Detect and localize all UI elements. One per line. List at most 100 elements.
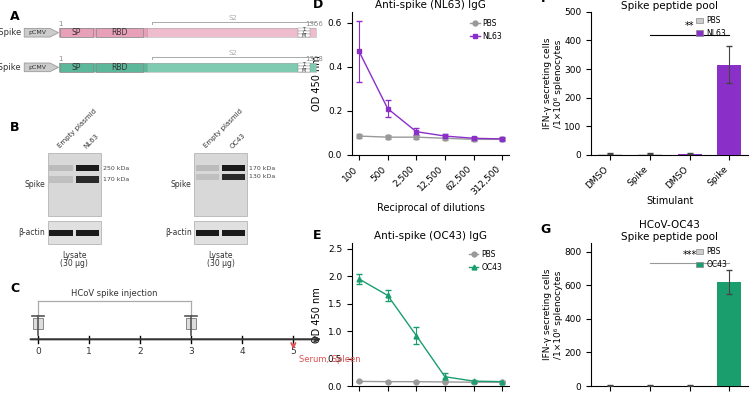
Text: M: M <box>302 33 306 38</box>
Bar <box>299 66 310 69</box>
Text: (30 μg): (30 μg) <box>60 259 88 268</box>
Text: Spike: Spike <box>24 179 45 189</box>
Bar <box>49 176 73 183</box>
Text: D: D <box>312 0 323 11</box>
Text: A: A <box>11 10 20 23</box>
Text: Empty plasmid: Empty plasmid <box>203 108 244 149</box>
Bar <box>49 165 73 171</box>
Text: OC43 Spike: OC43 Spike <box>0 63 21 72</box>
Polygon shape <box>24 63 58 72</box>
Text: 1356: 1356 <box>305 21 323 27</box>
Text: RBD: RBD <box>111 63 128 72</box>
Text: S2: S2 <box>228 15 237 21</box>
Bar <box>194 221 247 244</box>
Text: SP: SP <box>72 28 81 37</box>
Bar <box>76 176 99 183</box>
X-axis label: Reciprocal of dilutions: Reciprocal of dilutions <box>376 203 485 213</box>
Text: (30 μg): (30 μg) <box>206 259 234 268</box>
Text: SP: SP <box>72 63 81 72</box>
Y-axis label: OD 450 nm: OD 450 nm <box>312 287 322 343</box>
Text: 130 kDa: 130 kDa <box>249 174 276 179</box>
Text: C: C <box>302 65 305 70</box>
Bar <box>96 63 143 72</box>
Bar <box>717 65 742 155</box>
Text: NL63 Spike: NL63 Spike <box>0 28 21 37</box>
Bar <box>196 230 219 236</box>
Bar <box>299 28 310 31</box>
Bar <box>58 63 315 72</box>
Bar <box>48 221 101 244</box>
Text: 1358: 1358 <box>305 56 323 62</box>
Text: Lysate: Lysate <box>208 251 233 260</box>
Text: Serum, Spleen: Serum, Spleen <box>299 355 361 365</box>
Bar <box>48 153 101 216</box>
Title: HCoV-OC43
Spike peptide pool: HCoV-OC43 Spike peptide pool <box>621 220 718 242</box>
Bar <box>299 63 310 66</box>
Legend: PBS, NL63: PBS, NL63 <box>467 16 506 44</box>
Text: E: E <box>312 229 321 242</box>
Title: HCoV-NL63
Spike peptide pool: HCoV-NL63 Spike peptide pool <box>621 0 718 11</box>
X-axis label: Stimulant: Stimulant <box>646 196 693 206</box>
Legend: PBS, OC43: PBS, OC43 <box>466 247 506 275</box>
Y-axis label: OD 450 nm: OD 450 nm <box>312 55 322 111</box>
Text: 5: 5 <box>290 347 296 356</box>
Text: ***: *** <box>683 250 697 260</box>
Text: β-actin: β-actin <box>165 228 191 237</box>
Text: OC43: OC43 <box>230 132 247 149</box>
Bar <box>222 165 246 171</box>
Text: 1: 1 <box>57 21 62 27</box>
Bar <box>299 69 310 72</box>
Text: B: B <box>11 121 20 134</box>
Text: RBD: RBD <box>111 28 128 37</box>
Bar <box>196 174 219 180</box>
Text: Lysate: Lysate <box>62 251 86 260</box>
Text: 3: 3 <box>188 347 194 356</box>
Legend: PBS, NL63: PBS, NL63 <box>692 13 729 41</box>
Y-axis label: IFN-γ secreting cells
/1×10⁶ splenocytes: IFN-γ secreting cells /1×10⁶ splenocytes <box>544 269 562 361</box>
Text: 1: 1 <box>57 56 62 62</box>
Text: 2: 2 <box>138 347 143 356</box>
Bar <box>76 230 99 236</box>
Bar <box>49 230 73 236</box>
Title: Anti-spike (NL63) IgG: Anti-spike (NL63) IgG <box>375 0 486 10</box>
Bar <box>58 28 315 37</box>
Text: pCMV: pCMV <box>28 65 46 70</box>
Text: 250 kDa: 250 kDa <box>103 166 129 171</box>
Bar <box>76 165 99 171</box>
Bar <box>677 154 702 155</box>
Text: 170 kDa: 170 kDa <box>103 177 129 182</box>
Text: M: M <box>302 68 306 73</box>
Bar <box>196 165 219 171</box>
Text: 1: 1 <box>86 347 92 356</box>
Y-axis label: IFN-γ secreting cells
/1×10⁶ splenocytes: IFN-γ secreting cells /1×10⁶ splenocytes <box>544 37 562 129</box>
Bar <box>96 28 143 37</box>
Text: Empty plasmid: Empty plasmid <box>57 108 98 149</box>
Text: NL63: NL63 <box>83 132 100 149</box>
Bar <box>148 28 315 37</box>
Text: 170 kDa: 170 kDa <box>249 166 276 171</box>
Bar <box>60 63 93 72</box>
Text: C: C <box>302 30 305 35</box>
Text: pCMV: pCMV <box>28 30 46 35</box>
Bar <box>186 318 197 329</box>
Bar <box>598 154 622 155</box>
Polygon shape <box>24 28 58 37</box>
Text: T: T <box>302 62 305 67</box>
Title: Anti-spike (OC43) IgG: Anti-spike (OC43) IgG <box>374 231 487 241</box>
Text: HCoV spike injection: HCoV spike injection <box>71 289 158 298</box>
Bar <box>58 63 315 72</box>
Legend: PBS, OC43: PBS, OC43 <box>692 244 730 272</box>
Text: Spike: Spike <box>171 179 191 189</box>
Bar <box>148 63 315 72</box>
Bar <box>717 282 742 386</box>
Text: 4: 4 <box>240 347 245 356</box>
Bar <box>33 318 43 329</box>
Text: **: ** <box>685 21 694 31</box>
Text: S2: S2 <box>228 50 237 56</box>
Text: C: C <box>11 282 20 295</box>
Text: β-actin: β-actin <box>18 228 45 237</box>
Bar <box>222 230 246 236</box>
Bar <box>58 28 315 37</box>
Text: T: T <box>302 27 305 32</box>
Text: G: G <box>541 223 551 236</box>
